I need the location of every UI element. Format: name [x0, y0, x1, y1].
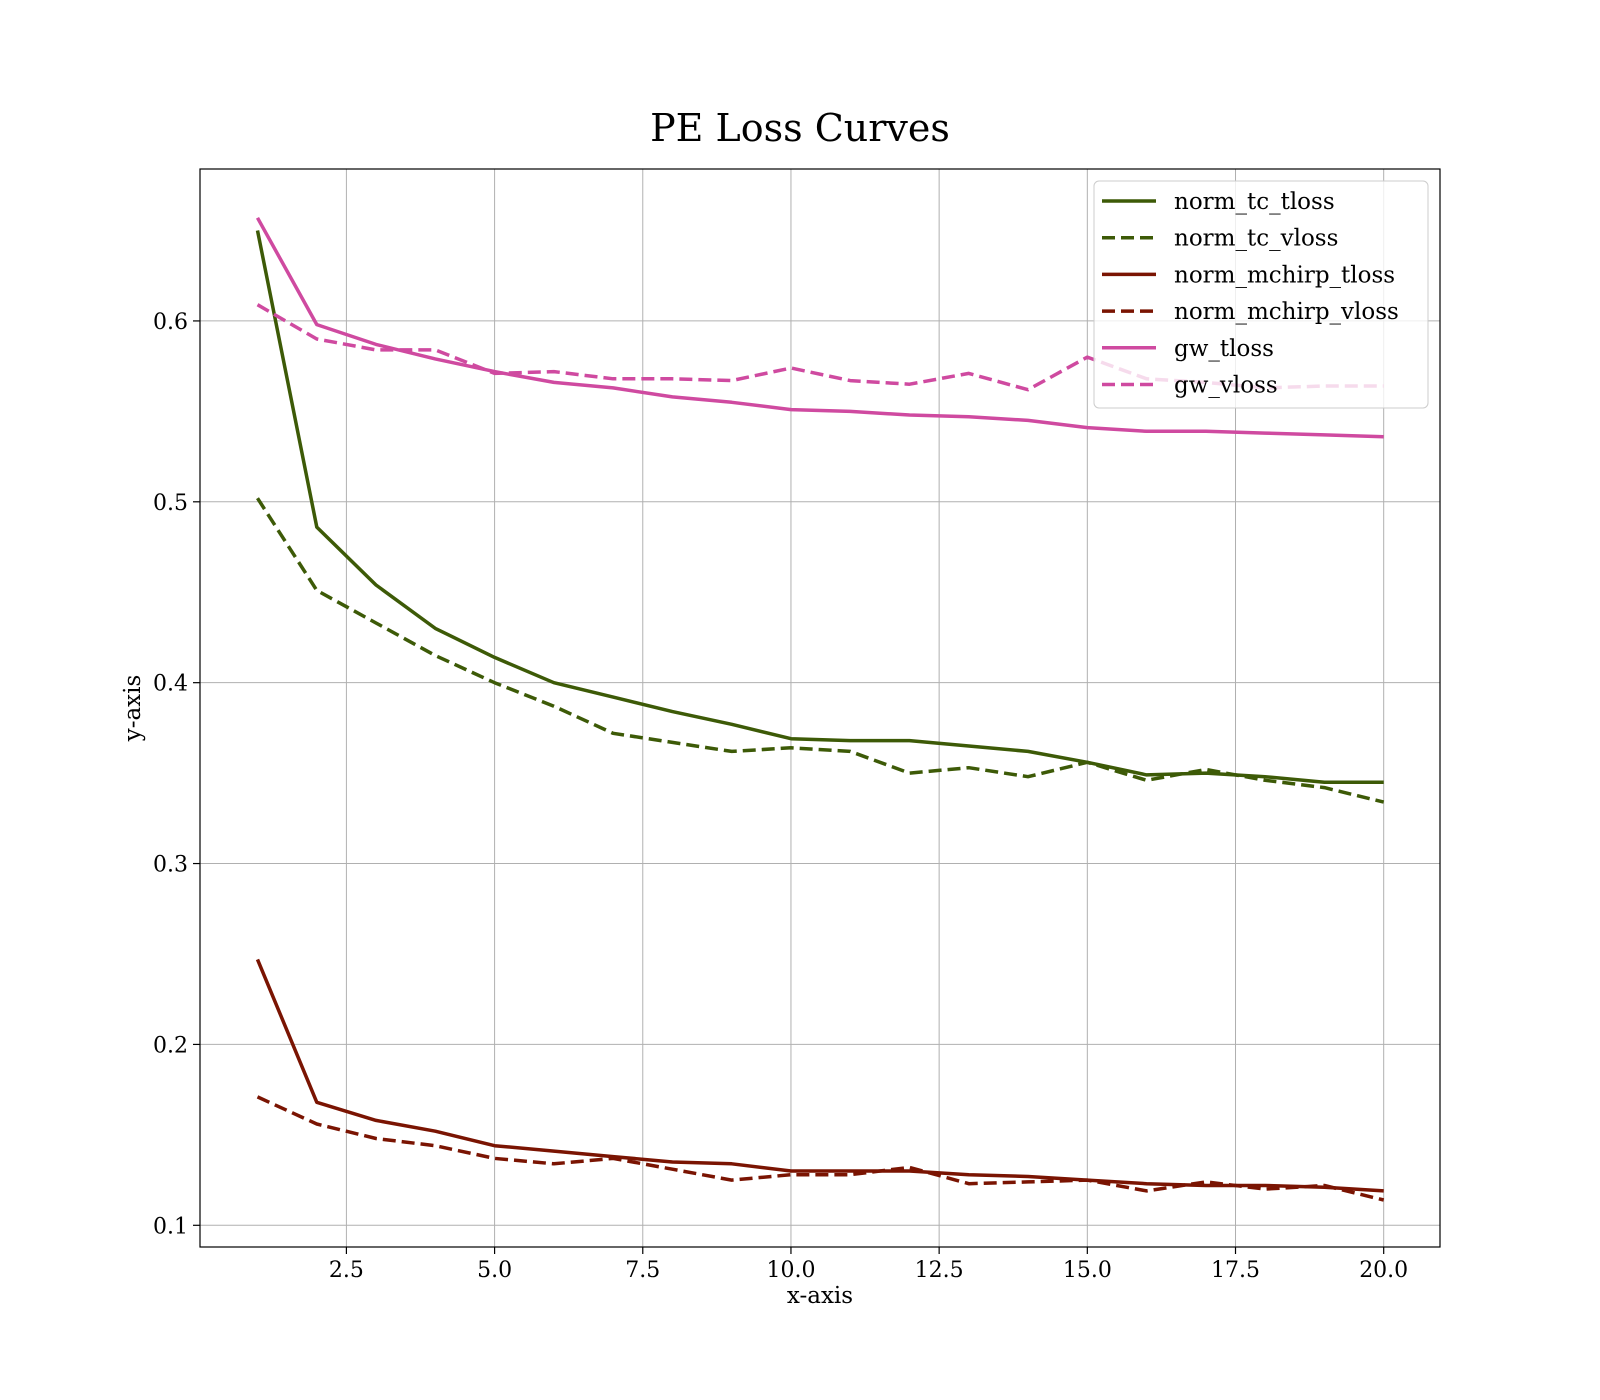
legend-label: norm_tc_vloss — [1174, 226, 1338, 252]
legend-item: norm_tc_vloss — [1102, 226, 1338, 252]
series-line-norm-mchirp-vloss — [256, 1095, 1385, 1202]
y-tick-label: 0.1 — [153, 1214, 188, 1239]
legend-label: norm_tc_tloss — [1174, 189, 1335, 215]
legend-item: gw_vloss — [1102, 373, 1278, 399]
legend: norm_tc_tloss norm_tc_vloss norm_mchirp_tl… — [1093, 180, 1429, 409]
legend-label: norm_mchirp_tloss — [1174, 262, 1395, 288]
x-axis-label: x-axis — [787, 1283, 853, 1309]
chart-title: PE Loss Curves — [650, 106, 950, 150]
legend-item: gw_tloss — [1102, 336, 1274, 362]
y-tick-label: 0.2 — [153, 1033, 188, 1058]
series-line-gw-tloss — [255, 216, 1384, 439]
x-tick-label: 5.0 — [477, 1258, 512, 1283]
x-tick-label: 17.5 — [1211, 1258, 1260, 1283]
legend-label: gw_tloss — [1174, 336, 1274, 362]
legend-item: norm_mchirp_vloss — [1102, 299, 1399, 325]
legend-box — [1093, 180, 1429, 409]
x-tick-label: 15.0 — [1063, 1258, 1112, 1283]
series-line-norm-tc-tloss — [255, 230, 1384, 784]
y-tick-label: 0.4 — [153, 672, 188, 697]
y-axis-ticks: 0.1 0.2 0.3 0.4 0.5 0.6 — [153, 310, 200, 1239]
x-tick-label: 7.5 — [625, 1258, 660, 1283]
legend-item: norm_mchirp_tloss — [1102, 262, 1395, 288]
legend-label: norm_mchirp_vloss — [1174, 299, 1399, 325]
x-axis-ticks: 2.5 5.0 7.5 10.0 12.5 15.0 17.5 20.0 — [329, 1247, 1408, 1283]
y-tick-label: 0.5 — [153, 491, 188, 516]
y-tick-label: 0.3 — [153, 853, 188, 878]
x-tick-label: 2.5 — [329, 1258, 364, 1283]
series-layer — [255, 216, 1385, 1202]
series-line-norm-mchirp-tloss — [255, 958, 1384, 1193]
legend-item: norm_tc_tloss — [1102, 189, 1335, 215]
x-tick-label: 12.5 — [915, 1258, 964, 1283]
legend-label: gw_vloss — [1174, 373, 1278, 399]
series-line-norm-tc-vloss — [256, 497, 1385, 804]
x-tick-label: 10.0 — [766, 1258, 815, 1283]
x-tick-label: 20.0 — [1359, 1258, 1408, 1283]
plot-area-frame — [199, 168, 1441, 1248]
y-axis-label: y-axis — [120, 675, 146, 743]
y-tick-label: 0.6 — [153, 310, 188, 335]
